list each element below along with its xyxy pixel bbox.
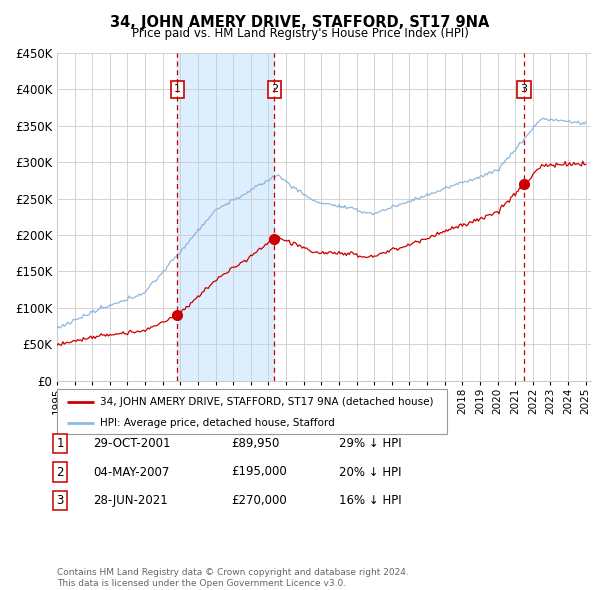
Text: 2: 2 (56, 466, 64, 478)
Text: This data is licensed under the Open Government Licence v3.0.: This data is licensed under the Open Gov… (57, 579, 346, 588)
Text: 29% ↓ HPI: 29% ↓ HPI (339, 437, 401, 450)
Text: £89,950: £89,950 (231, 437, 280, 450)
Text: 1: 1 (56, 437, 64, 450)
Text: 3: 3 (520, 84, 527, 94)
Text: 28-JUN-2021: 28-JUN-2021 (93, 494, 168, 507)
Text: 16% ↓ HPI: 16% ↓ HPI (339, 494, 401, 507)
Text: 34, JOHN AMERY DRIVE, STAFFORD, ST17 9NA (detached house): 34, JOHN AMERY DRIVE, STAFFORD, ST17 9NA… (100, 397, 433, 407)
Text: HPI: Average price, detached house, Stafford: HPI: Average price, detached house, Staf… (100, 418, 335, 428)
Text: 04-MAY-2007: 04-MAY-2007 (93, 466, 169, 478)
Bar (178, 53, 274, 381)
Text: 3: 3 (56, 494, 64, 507)
Text: Contains HM Land Registry data © Crown copyright and database right 2024.: Contains HM Land Registry data © Crown c… (57, 568, 409, 577)
Text: 29-OCT-2001: 29-OCT-2001 (93, 437, 170, 450)
Text: Price paid vs. HM Land Registry's House Price Index (HPI): Price paid vs. HM Land Registry's House … (131, 27, 469, 40)
Text: 34, JOHN AMERY DRIVE, STAFFORD, ST17 9NA: 34, JOHN AMERY DRIVE, STAFFORD, ST17 9NA (110, 15, 490, 30)
Text: £270,000: £270,000 (231, 494, 287, 507)
Text: 2: 2 (271, 84, 278, 94)
Text: 20% ↓ HPI: 20% ↓ HPI (339, 466, 401, 478)
FancyBboxPatch shape (57, 389, 447, 434)
Text: £195,000: £195,000 (231, 466, 287, 478)
Text: 1: 1 (174, 84, 181, 94)
